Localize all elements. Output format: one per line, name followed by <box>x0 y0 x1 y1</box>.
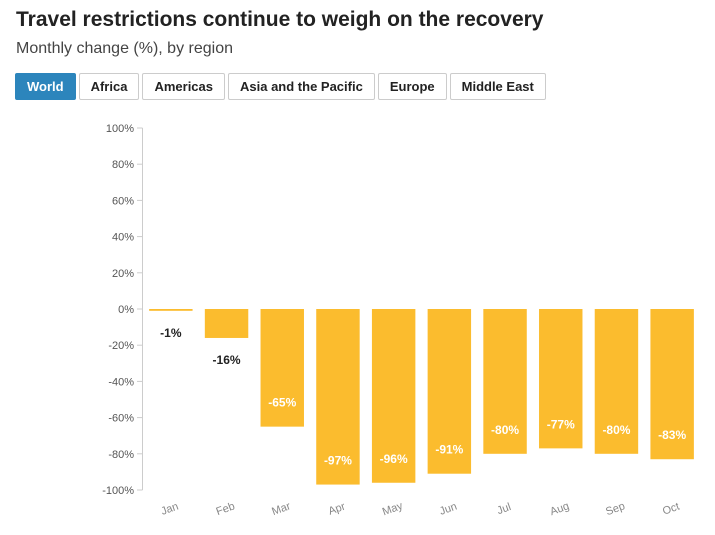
data-label-apr: -97% <box>324 454 352 468</box>
bar-mar[interactable] <box>260 309 304 427</box>
data-label-aug: -77% <box>547 417 575 431</box>
bar-oct[interactable] <box>650 309 694 460</box>
tab-middle-east[interactable]: Middle East <box>449 73 546 100</box>
y-tick-label: 40% <box>112 232 134 244</box>
data-label-feb: -16% <box>213 353 241 367</box>
tab-asia-pacific[interactable]: Asia and the Pacific <box>228 73 375 100</box>
x-tick-label-jan: Jan <box>159 501 180 518</box>
x-tick-label-feb: Feb <box>215 500 237 518</box>
y-tick-label: -20% <box>108 340 134 352</box>
chart-title: Travel restrictions continue to weigh on… <box>16 8 544 31</box>
y-tick-label: -80% <box>108 449 134 461</box>
x-axis: Jan Feb Mar Apr May Jun Jul Aug Sep Oct <box>159 500 681 519</box>
x-tick-label-aug: Aug <box>548 500 571 518</box>
data-label-oct: -83% <box>658 428 686 442</box>
tab-world[interactable]: World <box>15 73 76 100</box>
y-tick-label: 60% <box>112 195 134 207</box>
x-tick-label-may: May <box>381 500 405 519</box>
x-tick-label-mar: Mar <box>270 500 292 518</box>
y-tick-label: -100% <box>102 485 134 497</box>
x-tick-label-apr: Apr <box>327 501 348 518</box>
data-label-jan: -1% <box>160 326 182 340</box>
x-tick-label-sep: Sep <box>604 500 627 518</box>
y-tick-label: 100% <box>106 123 134 135</box>
bar-jul[interactable] <box>483 309 527 454</box>
bar-sep[interactable] <box>594 309 639 454</box>
data-label-jul: -80% <box>491 423 519 437</box>
y-tick-label: 80% <box>112 159 134 171</box>
bar-apr[interactable] <box>316 309 360 485</box>
y-axis: 100% 80% 60% 40% 20% 0% -20% -40% -60% -80% -100% <box>102 123 143 497</box>
y-tick-label: 20% <box>112 268 134 280</box>
y-tick-label: 0% <box>118 304 134 316</box>
bar-aug[interactable] <box>539 309 583 449</box>
x-tick-label-jun: Jun <box>438 501 459 518</box>
data-label-mar: -65% <box>268 396 296 410</box>
data-label-jun: -91% <box>435 443 463 457</box>
tab-europe[interactable]: Europe <box>377 73 447 100</box>
tab-africa[interactable]: Africa <box>78 73 140 100</box>
data-label-may: -96% <box>380 452 408 466</box>
bar-jun[interactable] <box>427 309 472 474</box>
bar-jan[interactable] <box>149 309 193 311</box>
data-labels: -1% -16% -65% -97% -96% -91% -80% -77% -80% -83% <box>160 326 686 468</box>
region-tabs: World Africa Americas Asia and the Pacif… <box>15 73 546 100</box>
data-label-sep: -80% <box>602 423 630 437</box>
bar-chart: 100%80%60%40%20%0%-20%-40%-60%-80%-100% … <box>102 123 694 519</box>
bar-may[interactable] <box>371 309 416 483</box>
x-tick-label-oct: Oct <box>661 501 681 518</box>
y-tick-label: -60% <box>108 413 134 425</box>
tab-americas[interactable]: Americas <box>142 73 225 100</box>
x-tick-label-jul: Jul <box>495 501 512 517</box>
chart-subtitle: Monthly change (%), by region <box>16 40 233 57</box>
bars <box>149 309 694 485</box>
y-tick-label: -40% <box>108 376 134 388</box>
bar-feb[interactable] <box>204 309 249 338</box>
